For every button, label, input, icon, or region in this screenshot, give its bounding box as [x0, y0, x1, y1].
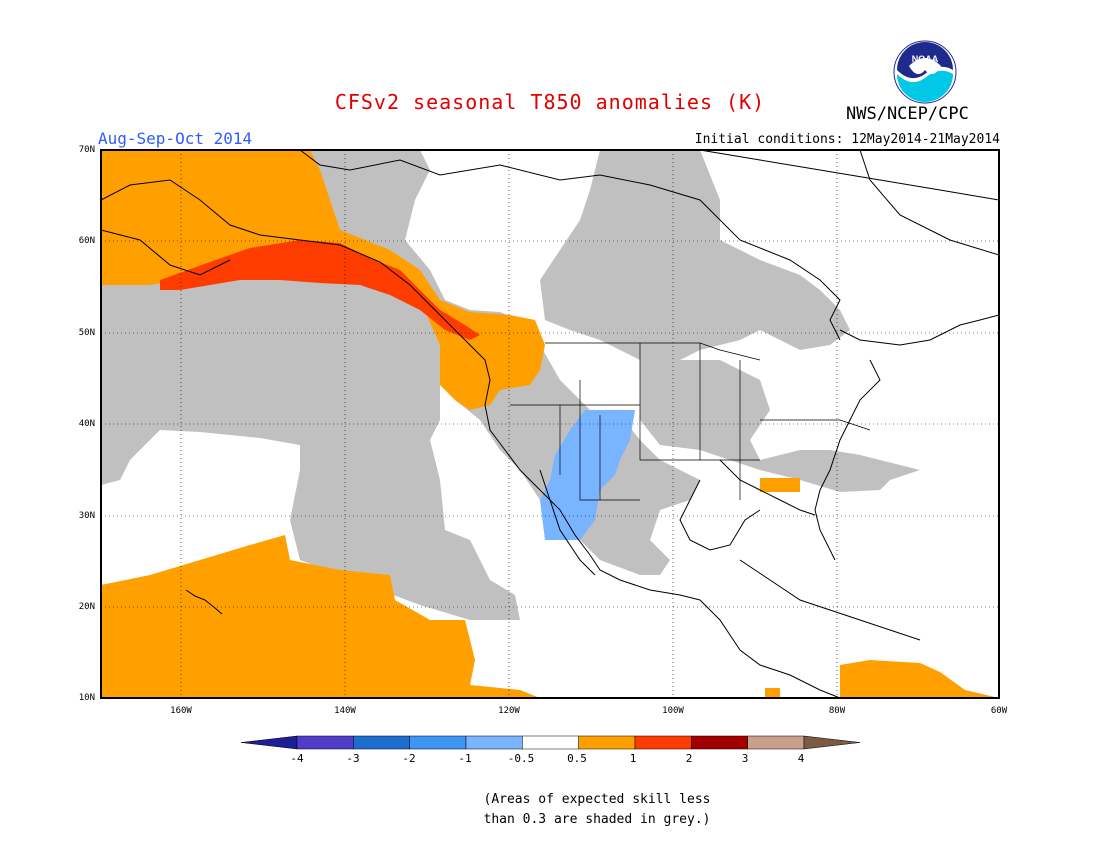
lat-label: 10N — [78, 693, 95, 703]
legend-tick-label: -0.5 — [507, 752, 535, 765]
noaa-logo: NOAA — [893, 40, 957, 104]
legend-tick-label: 0.5 — [567, 752, 587, 765]
strong-warm-anomaly-region — [160, 240, 480, 340]
lat-label: 20N — [78, 602, 95, 612]
skill-note-line2: than 0.3 are shaded in grey.) — [483, 812, 711, 827]
lat-label: 50N — [78, 328, 95, 338]
cool-anomaly-region — [540, 410, 635, 540]
lon-label: 100W — [662, 706, 684, 716]
legend-tick-label: 3 — [741, 752, 749, 765]
lat-label: 70N — [78, 145, 95, 155]
logo-text: NOAA — [912, 54, 939, 64]
legend-tick-label: 4 — [797, 752, 805, 765]
skill-note-line1: (Areas of expected skill less — [483, 792, 711, 807]
lon-label: 120W — [498, 706, 520, 716]
legend-tick-label: 2 — [685, 752, 693, 765]
lon-label: 140W — [334, 706, 356, 716]
lon-label: 60W — [990, 706, 1008, 716]
lat-label: 30N — [78, 511, 95, 521]
lat-label: 60N — [78, 236, 95, 246]
lat-label: 40N — [78, 419, 95, 429]
legend-tick-label: -2 — [402, 752, 416, 765]
graticule — [101, 150, 999, 698]
political-borders — [510, 342, 871, 501]
lon-label: 80W — [828, 706, 846, 716]
legend-tick-label: -3 — [346, 752, 360, 765]
legend-tick-label: -1 — [458, 752, 472, 765]
legend-tick-label: 1 — [629, 752, 637, 765]
initial-conditions-label: Initial conditions: 12May2014-21May2014 — [694, 132, 1000, 147]
warm-anomaly-region — [101, 150, 999, 698]
lon-label: 160W — [170, 706, 192, 716]
agency-label: NWS/NCEP/CPC — [846, 104, 969, 124]
map-frame — [100, 149, 1000, 699]
coastlines — [101, 150, 999, 698]
map-title: CFSv2 seasonal T850 anomalies (K) — [334, 90, 766, 114]
legend-tick-label: -4 — [290, 752, 304, 765]
season-label: Aug-Sep-Oct 2014 — [98, 129, 253, 148]
